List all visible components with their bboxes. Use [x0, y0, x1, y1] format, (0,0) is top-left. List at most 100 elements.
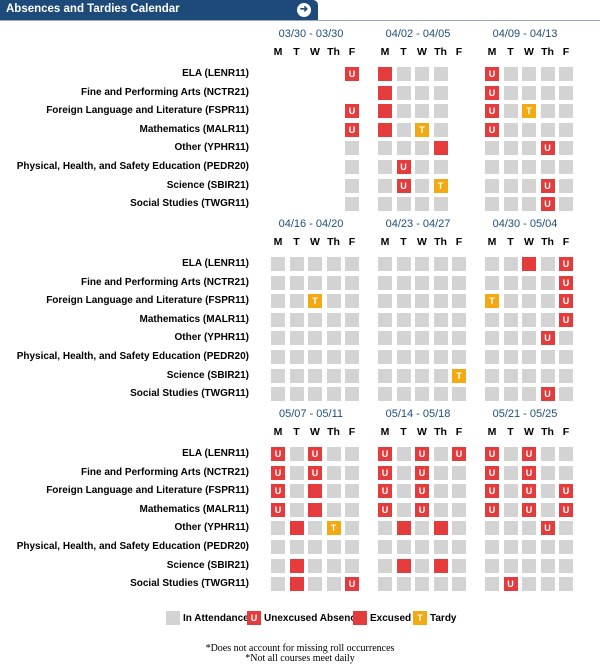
attendance-cell[interactable] [415, 350, 429, 364]
attendance-cell[interactable] [522, 521, 536, 536]
attendance-cell[interactable] [345, 387, 359, 402]
attendance-cell[interactable] [326, 502, 341, 517]
attendance-cell[interactable] [415, 521, 429, 536]
attendance-cell[interactable] [522, 540, 536, 554]
attendance-cell[interactable] [522, 558, 536, 573]
attendance-cell[interactable] [396, 577, 411, 592]
excused-cell[interactable] [433, 558, 448, 573]
attendance-cell[interactable] [559, 104, 573, 119]
attendance-cell[interactable] [378, 521, 392, 536]
attendance-cell[interactable] [485, 141, 499, 156]
arrow-right-icon[interactable]: ➜ [297, 3, 311, 17]
attendance-cell[interactable] [540, 67, 555, 81]
attendance-cell[interactable] [433, 484, 448, 499]
attendance-cell[interactable] [289, 350, 304, 364]
attendance-cell[interactable] [559, 141, 573, 156]
attendance-cell[interactable] [326, 294, 341, 309]
attendance-cell[interactable] [485, 350, 499, 364]
excused-cell[interactable] [289, 558, 304, 573]
excused-cell[interactable] [378, 122, 392, 137]
unexcused-absence-cell[interactable] [378, 465, 392, 480]
attendance-cell[interactable] [452, 558, 466, 573]
attendance-cell[interactable] [378, 275, 392, 290]
attendance-cell[interactable] [415, 178, 429, 193]
attendance-cell[interactable] [326, 558, 341, 573]
unexcused-absence-cell[interactable] [485, 122, 499, 137]
attendance-cell[interactable] [326, 577, 341, 592]
attendance-cell[interactable] [522, 85, 536, 100]
attendance-cell[interactable] [433, 502, 448, 517]
attendance-cell[interactable] [503, 521, 518, 536]
attendance-cell[interactable] [308, 387, 322, 402]
attendance-cell[interactable] [326, 447, 341, 461]
attendance-cell[interactable] [433, 368, 448, 383]
tardy-cell[interactable] [326, 521, 341, 536]
attendance-cell[interactable] [396, 368, 411, 383]
attendance-cell[interactable] [540, 122, 555, 137]
attendance-cell[interactable] [559, 178, 573, 193]
attendance-cell[interactable] [559, 350, 573, 364]
attendance-cell[interactable] [326, 257, 341, 271]
unexcused-absence-cell[interactable] [345, 104, 359, 119]
attendance-cell[interactable] [345, 484, 359, 499]
attendance-cell[interactable] [396, 331, 411, 346]
excused-cell[interactable] [378, 67, 392, 81]
attendance-cell[interactable] [522, 67, 536, 81]
unexcused-absence-cell[interactable] [522, 447, 536, 461]
attendance-cell[interactable] [271, 521, 285, 536]
attendance-cell[interactable] [433, 331, 448, 346]
attendance-cell[interactable] [540, 368, 555, 383]
attendance-cell[interactable] [271, 312, 285, 327]
attendance-cell[interactable] [308, 257, 322, 271]
excused-cell[interactable] [433, 521, 448, 536]
attendance-cell[interactable] [271, 387, 285, 402]
attendance-cell[interactable] [485, 521, 499, 536]
attendance-cell[interactable] [540, 104, 555, 119]
attendance-cell[interactable] [540, 447, 555, 461]
attendance-cell[interactable] [308, 331, 322, 346]
attendance-cell[interactable] [540, 558, 555, 573]
attendance-cell[interactable] [503, 141, 518, 156]
attendance-cell[interactable] [308, 577, 322, 592]
excused-cell[interactable] [378, 85, 392, 100]
attendance-cell[interactable] [522, 312, 536, 327]
unexcused-absence-cell[interactable] [540, 141, 555, 156]
attendance-cell[interactable] [503, 312, 518, 327]
attendance-cell[interactable] [415, 257, 429, 271]
unexcused-absence-cell[interactable] [485, 484, 499, 499]
attendance-cell[interactable] [271, 257, 285, 271]
unexcused-absence-cell[interactable] [540, 387, 555, 402]
attendance-cell[interactable] [415, 67, 429, 81]
attendance-cell[interactable] [378, 312, 392, 327]
attendance-cell[interactable] [503, 257, 518, 271]
attendance-cell[interactable] [396, 197, 411, 212]
attendance-cell[interactable] [271, 577, 285, 592]
attendance-cell[interactable] [503, 558, 518, 573]
excused-cell[interactable] [396, 558, 411, 573]
attendance-cell[interactable] [396, 387, 411, 402]
attendance-cell[interactable] [289, 275, 304, 290]
attendance-cell[interactable] [345, 540, 359, 554]
unexcused-absence-cell[interactable] [345, 122, 359, 137]
unexcused-absence-cell[interactable] [559, 484, 573, 499]
attendance-cell[interactable] [308, 350, 322, 364]
attendance-cell[interactable] [540, 540, 555, 554]
attendance-cell[interactable] [415, 104, 429, 119]
attendance-cell[interactable] [559, 197, 573, 212]
attendance-cell[interactable] [271, 350, 285, 364]
unexcused-absence-cell[interactable] [559, 312, 573, 327]
attendance-cell[interactable] [485, 558, 499, 573]
attendance-cell[interactable] [485, 178, 499, 193]
attendance-cell[interactable] [452, 257, 466, 271]
attendance-cell[interactable] [289, 294, 304, 309]
unexcused-absence-cell[interactable] [522, 484, 536, 499]
tardy-cell[interactable] [415, 122, 429, 137]
unexcused-absence-cell[interactable] [345, 67, 359, 81]
attendance-cell[interactable] [452, 275, 466, 290]
attendance-cell[interactable] [345, 275, 359, 290]
attendance-cell[interactable] [326, 387, 341, 402]
attendance-cell[interactable] [396, 257, 411, 271]
attendance-cell[interactable] [433, 104, 448, 119]
attendance-cell[interactable] [326, 350, 341, 364]
attendance-cell[interactable] [540, 484, 555, 499]
